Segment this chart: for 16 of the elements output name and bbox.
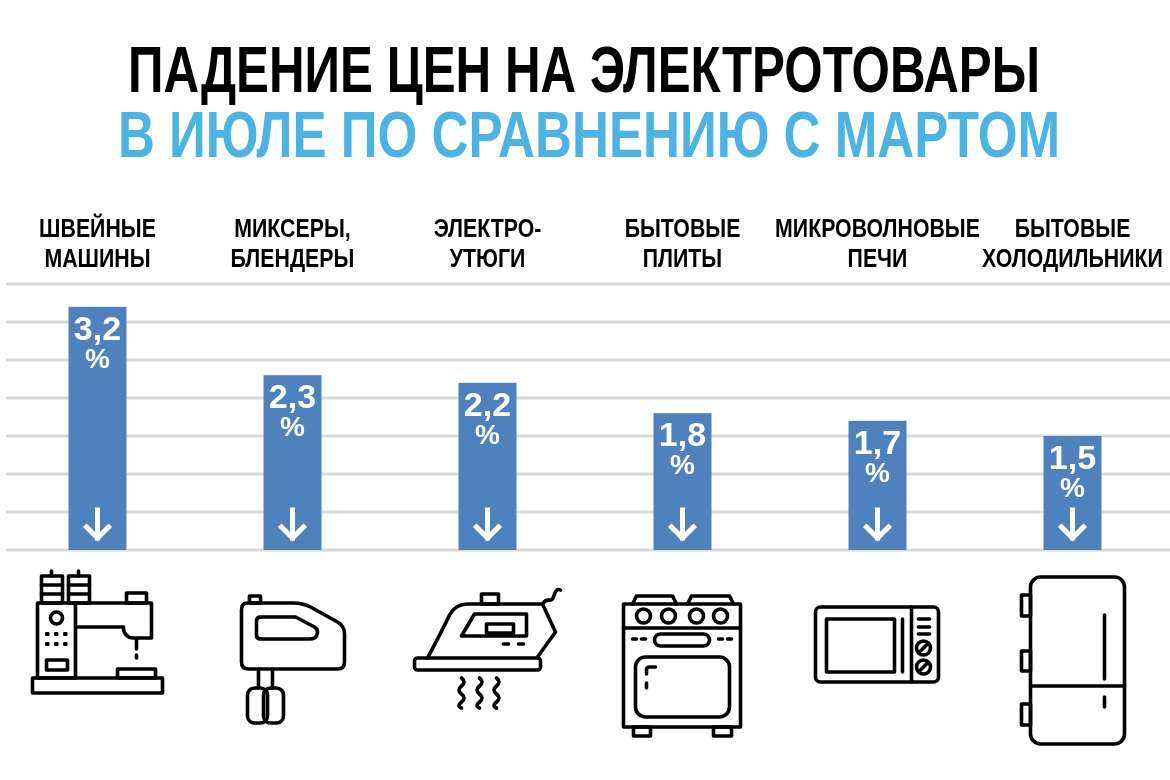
data-label: 2,3 %	[268, 377, 317, 443]
x-tick-label: БЫТОВЫЕ ХОЛОДИЛЬНИКИ	[982, 212, 1163, 273]
data-label: 1,5 %	[1048, 438, 1097, 503]
data-label: 2,2 %	[463, 384, 512, 450]
data-label: 3,2 %	[73, 308, 122, 374]
data-label: 1,8 %	[658, 415, 707, 481]
x-tick-label: ШВЕЙНЫЕ МАШИНЫ	[39, 212, 156, 273]
x-tick-label: ЭЛЕКТРО-УТЮГИ	[433, 212, 542, 273]
bar	[68, 306, 127, 550]
bar	[848, 420, 907, 550]
x-tick-label: БЫТОВЫЕ ПЛИТЫ	[624, 212, 741, 273]
bar	[263, 375, 322, 550]
x-tick-label: МИКСЕРЫ, БЛЕНДЕРЫ	[230, 212, 355, 273]
x-tick-label: МИКРОВОЛНОВЫЕ ПЕЧИ	[775, 212, 980, 273]
bar	[458, 382, 517, 550]
data-label: 1,7 %	[853, 422, 902, 488]
